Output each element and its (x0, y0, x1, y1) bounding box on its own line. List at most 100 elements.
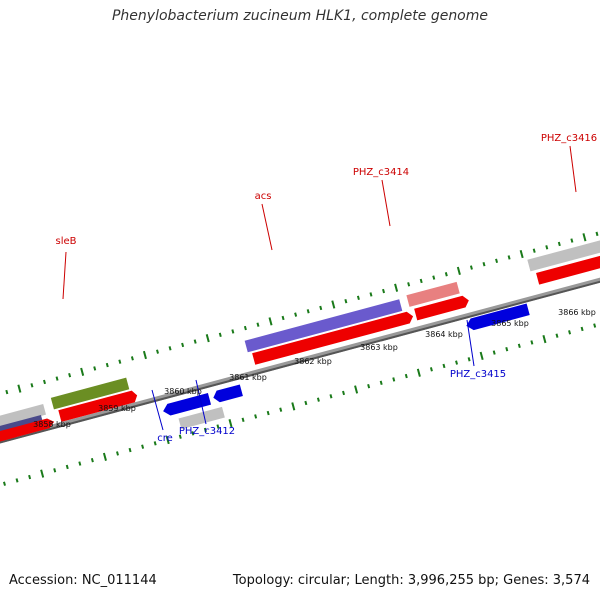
lower-tick-track (3, 323, 597, 486)
minor-tick (482, 261, 486, 267)
tick-label: 3865 kbp (491, 319, 529, 328)
minor-tick (316, 397, 320, 402)
leader-line-c3415 (466, 319, 475, 367)
minor-tick (444, 272, 448, 277)
forward-cds-arrow[interactable] (0, 426, 22, 448)
reverse-cds-cre[interactable] (162, 392, 212, 417)
reverse-cds-c3415[interactable] (465, 303, 530, 331)
major-tick (331, 300, 336, 309)
major-tick (582, 233, 587, 242)
minor-tick (532, 248, 536, 253)
gray-feature[interactable] (0, 404, 47, 429)
reverse-cds-c3412[interactable] (212, 384, 243, 403)
minor-tick (243, 325, 247, 331)
upper-tick-track (5, 231, 599, 395)
pink-feature-c3414[interactable] (406, 281, 460, 307)
minor-tick (319, 305, 323, 311)
minor-tick (455, 360, 459, 365)
tick-label: 3859 kbp (98, 404, 136, 413)
minor-tick (555, 333, 559, 338)
tick-label: 3864 kbp (425, 330, 463, 339)
major-tick (205, 334, 210, 343)
gray-feature-cre[interactable] (178, 406, 225, 430)
major-tick (456, 266, 461, 276)
minor-tick (595, 231, 599, 237)
minor-tick (153, 441, 157, 446)
tick-label: 3866 kbp (558, 308, 596, 317)
minor-tick (432, 275, 436, 280)
minor-tick (356, 295, 360, 300)
minor-tick (306, 309, 310, 314)
forward-cds-acs[interactable] (252, 310, 414, 365)
minor-tick (392, 377, 396, 382)
major-tick (228, 419, 233, 428)
major-tick (268, 317, 273, 326)
forward-cds-c3416[interactable] (536, 243, 600, 285)
minor-tick (90, 458, 94, 463)
minor-tick (28, 474, 32, 480)
gray-feature-c3416[interactable] (527, 231, 600, 272)
forward-cds-c3414[interactable] (414, 295, 470, 321)
minor-tick (404, 373, 408, 379)
minor-tick (53, 468, 57, 473)
leader-line-c3412 (195, 379, 207, 425)
major-tick (17, 384, 22, 393)
gene-label-acs[interactable]: acs (255, 191, 272, 202)
minor-tick (419, 278, 423, 284)
gene-label-c3416[interactable]: PHZ_c3416 (541, 133, 597, 144)
minor-tick (467, 357, 471, 362)
major-tick (165, 435, 170, 445)
major-tick (142, 350, 147, 360)
minor-tick (256, 322, 260, 327)
minor-tick (442, 363, 446, 369)
minor-tick (266, 410, 270, 416)
gene-label-c3412[interactable]: PHZ_c3412 (179, 426, 235, 437)
minor-tick (93, 366, 97, 371)
minor-tick (507, 255, 511, 260)
minor-tick (78, 461, 82, 466)
minor-tick (495, 258, 499, 263)
tick-label: 3861 kbp (229, 373, 267, 382)
minor-tick (530, 340, 534, 345)
minor-tick (254, 414, 258, 419)
minor-tick (43, 379, 46, 385)
minor-tick (580, 326, 584, 332)
minor-tick (105, 362, 109, 368)
tick-label: 3860 kbp (164, 387, 202, 396)
minor-tick (141, 444, 145, 449)
major-tick (40, 469, 45, 478)
leader-line-c3416 (569, 145, 577, 193)
minor-tick (281, 315, 285, 321)
minor-tick (329, 394, 333, 399)
forward-cds-sleB[interactable] (58, 390, 138, 422)
minor-tick (116, 451, 119, 456)
minor-tick (156, 349, 159, 354)
minor-tick (557, 241, 561, 247)
gene-label-cre[interactable]: cre (157, 433, 173, 444)
minor-tick (342, 390, 346, 396)
gene-label-sleB[interactable]: sleB (55, 236, 76, 247)
gene-label-c3415[interactable]: PHZ_c3415 (450, 369, 506, 380)
minor-tick (191, 431, 195, 436)
minor-tick (181, 342, 185, 348)
minor-tick (492, 350, 496, 355)
gene-label-c3414[interactable]: PHZ_c3414 (353, 167, 409, 178)
minor-tick (216, 424, 220, 429)
major-tick (519, 249, 524, 259)
map-title: Phenylobacterium zucineum HLK1, complete… (111, 8, 489, 24)
minor-tick (5, 389, 9, 395)
minor-tick (304, 400, 308, 406)
minor-tick (193, 339, 197, 344)
major-tick (291, 402, 296, 411)
leader-line-cre (151, 389, 164, 431)
minor-tick (55, 376, 59, 381)
minor-tick (130, 356, 134, 361)
minor-tick (344, 298, 348, 304)
major-tick (394, 283, 399, 292)
olive-feature-sleB[interactable] (50, 377, 130, 410)
minor-tick (128, 447, 132, 453)
purple-feature-acs[interactable] (244, 299, 403, 353)
navy-feature[interactable] (0, 414, 43, 434)
minor-tick (469, 265, 473, 270)
